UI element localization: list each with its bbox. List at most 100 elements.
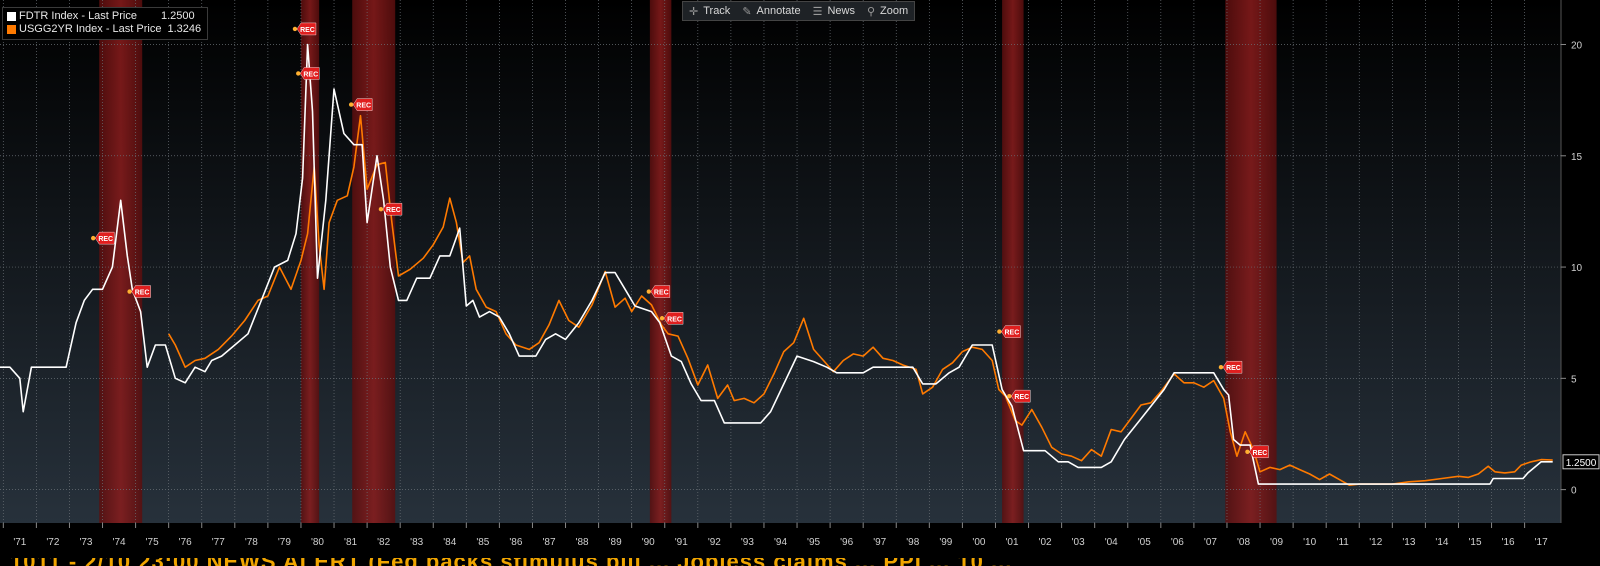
- recession-marker-badge: [1011, 389, 1031, 403]
- x-tick-label: '06: [1171, 537, 1184, 548]
- track-button[interactable]: ✛ Track: [683, 2, 736, 20]
- news-ticker-strip: 1011 - 2/10 23:00 NEWS ALERT (Fed backs …: [0, 558, 1600, 566]
- y-tick-label: 0: [1571, 486, 1577, 497]
- recession-marker-label: REC: [303, 71, 318, 78]
- recession-marker-label: REC: [98, 236, 113, 243]
- x-tick-label: '03: [1072, 537, 1085, 548]
- y-axis-ticks: 0 5 10 15 20: [1561, 41, 1583, 497]
- x-tick-label: '83: [410, 537, 423, 548]
- x-tick-label: '97: [873, 537, 886, 548]
- legend-value-fdtr: 1.2500: [160, 10, 195, 22]
- x-axis-bar: [0, 523, 1561, 558]
- recession-marker-label: REC: [1014, 394, 1029, 401]
- track-label: Track: [703, 5, 731, 17]
- recession-marker-dot: [348, 102, 354, 107]
- recession-marker-label: REC: [356, 103, 371, 110]
- recession-marker-dot: [1007, 393, 1012, 399]
- recession-marker-10: REC: [1007, 389, 1031, 403]
- recession-marker-label: REC: [1253, 450, 1268, 457]
- x-tick-label: '93: [741, 537, 754, 548]
- x-tick-label: '71: [13, 537, 26, 548]
- recession-marker-badge: [382, 202, 403, 216]
- y-tick-label: 5: [1571, 374, 1577, 385]
- x-tick-label: '79: [278, 537, 291, 548]
- recession-marker-badge: [94, 231, 115, 245]
- x-tick-label: '85: [476, 537, 489, 548]
- recession-marker-2: REC: [127, 285, 151, 298]
- x-tick-label: '82: [377, 537, 390, 548]
- recession-marker-4: REC: [296, 67, 320, 80]
- recession-marker-dot: [91, 235, 96, 241]
- x-tick-label: '90: [642, 537, 655, 548]
- news-button[interactable]: ☰ News: [807, 2, 861, 20]
- news-ticker[interactable]: 1011 - 2/10 23:00 NEWS ALERT (Fed backs …: [10, 558, 1012, 566]
- x-tick-label: '91: [675, 537, 688, 548]
- recession-marker-label: REC: [386, 207, 401, 214]
- recession-marker-9: REC: [997, 325, 1021, 338]
- recession-marker-badge: [296, 22, 317, 36]
- recession-marker-dot: [1218, 365, 1224, 370]
- recession-band-3: [352, 0, 396, 523]
- x-tick-label: '96: [840, 537, 853, 548]
- x-tick-label: '16: [1502, 537, 1515, 548]
- news-label: News: [827, 5, 855, 17]
- x-tick-label: '17: [1535, 537, 1548, 548]
- recession-band-5: [1002, 0, 1024, 523]
- crosshair-icon: ✛: [689, 5, 699, 18]
- annotate-label: Annotate: [756, 5, 801, 17]
- recession-marker-3: REC: [292, 22, 317, 36]
- x-tick-label: '74: [113, 537, 126, 548]
- recession-marker-label: REC: [300, 27, 315, 34]
- recession-marker-dot: [378, 207, 384, 212]
- x-axis-ticks: '71 '72 '73 '74 '75 '76 '77 '78 '79 '80 '81 '82 '83 '…: [2, 523, 1548, 548]
- x-tick-label: '89: [609, 537, 622, 548]
- recession-band-1: [99, 0, 143, 523]
- x-tick-label: '01: [1005, 537, 1018, 548]
- legend-item-fdtr[interactable]: FDTR Index - Last Price 1.2500: [7, 10, 201, 23]
- recession-marker-6: REC: [378, 202, 403, 216]
- x-tick-label: '10: [1303, 537, 1316, 548]
- x-tick-label: '11: [1337, 537, 1350, 548]
- legend: FDTR Index - Last Price 1.2500 USGG2YR I…: [2, 7, 209, 40]
- x-tick-label: '78: [245, 537, 258, 548]
- last-value-label: 1.2500: [1566, 458, 1597, 469]
- x-tick-label: '98: [906, 537, 919, 548]
- recession-marker-badge: [131, 285, 151, 298]
- recession-marker-dot: [296, 71, 301, 76]
- x-tick-label: '95: [807, 537, 820, 548]
- x-tick-label: '13: [1402, 537, 1415, 548]
- x-tick-label: '76: [179, 537, 192, 548]
- annotate-button[interactable]: ✎ Annotate: [736, 2, 806, 20]
- x-tick-label: '08: [1237, 537, 1250, 548]
- x-tick-label: '92: [708, 537, 721, 548]
- legend-swatch-fdtr: [7, 12, 16, 21]
- recession-marker-11: REC: [1218, 361, 1243, 374]
- x-tick-label: '15: [1468, 537, 1481, 548]
- x-tick-label: '84: [443, 537, 456, 548]
- series-lines: [0, 43, 1553, 486]
- y-axis-bar: [1561, 0, 1600, 566]
- recession-marker-dot: [127, 289, 132, 294]
- recession-marker-label: REC: [1004, 330, 1019, 337]
- recession-marker-12: REC: [1245, 445, 1269, 458]
- recession-marker-label: REC: [667, 316, 682, 323]
- recession-markers: REC REC REC REC REC REC REC REC REC REC REC REC: [91, 22, 1269, 458]
- y-tick-label: 15: [1571, 152, 1583, 163]
- x-tick-label: '80: [311, 537, 324, 548]
- recession-marker-dot: [659, 316, 665, 321]
- recession-marker-badge: [1001, 325, 1021, 338]
- recession-marker-8: REC: [659, 312, 684, 325]
- x-tick-label: '94: [774, 537, 787, 548]
- zoom-button[interactable]: ⚲ Zoom: [861, 2, 914, 20]
- recession-marker-label: REC: [1226, 365, 1241, 372]
- x-tick-label: '09: [1270, 537, 1283, 548]
- x-tick-label: '75: [146, 537, 159, 548]
- legend-item-usgg2yr[interactable]: USGG2YR Index - Last Price 1.3246: [7, 23, 201, 36]
- x-tick-label: '14: [1435, 537, 1448, 548]
- x-tick-label: '73: [79, 537, 92, 548]
- legend-value-usgg2yr: 1.3246: [167, 23, 202, 35]
- recession-band-4: [649, 0, 672, 523]
